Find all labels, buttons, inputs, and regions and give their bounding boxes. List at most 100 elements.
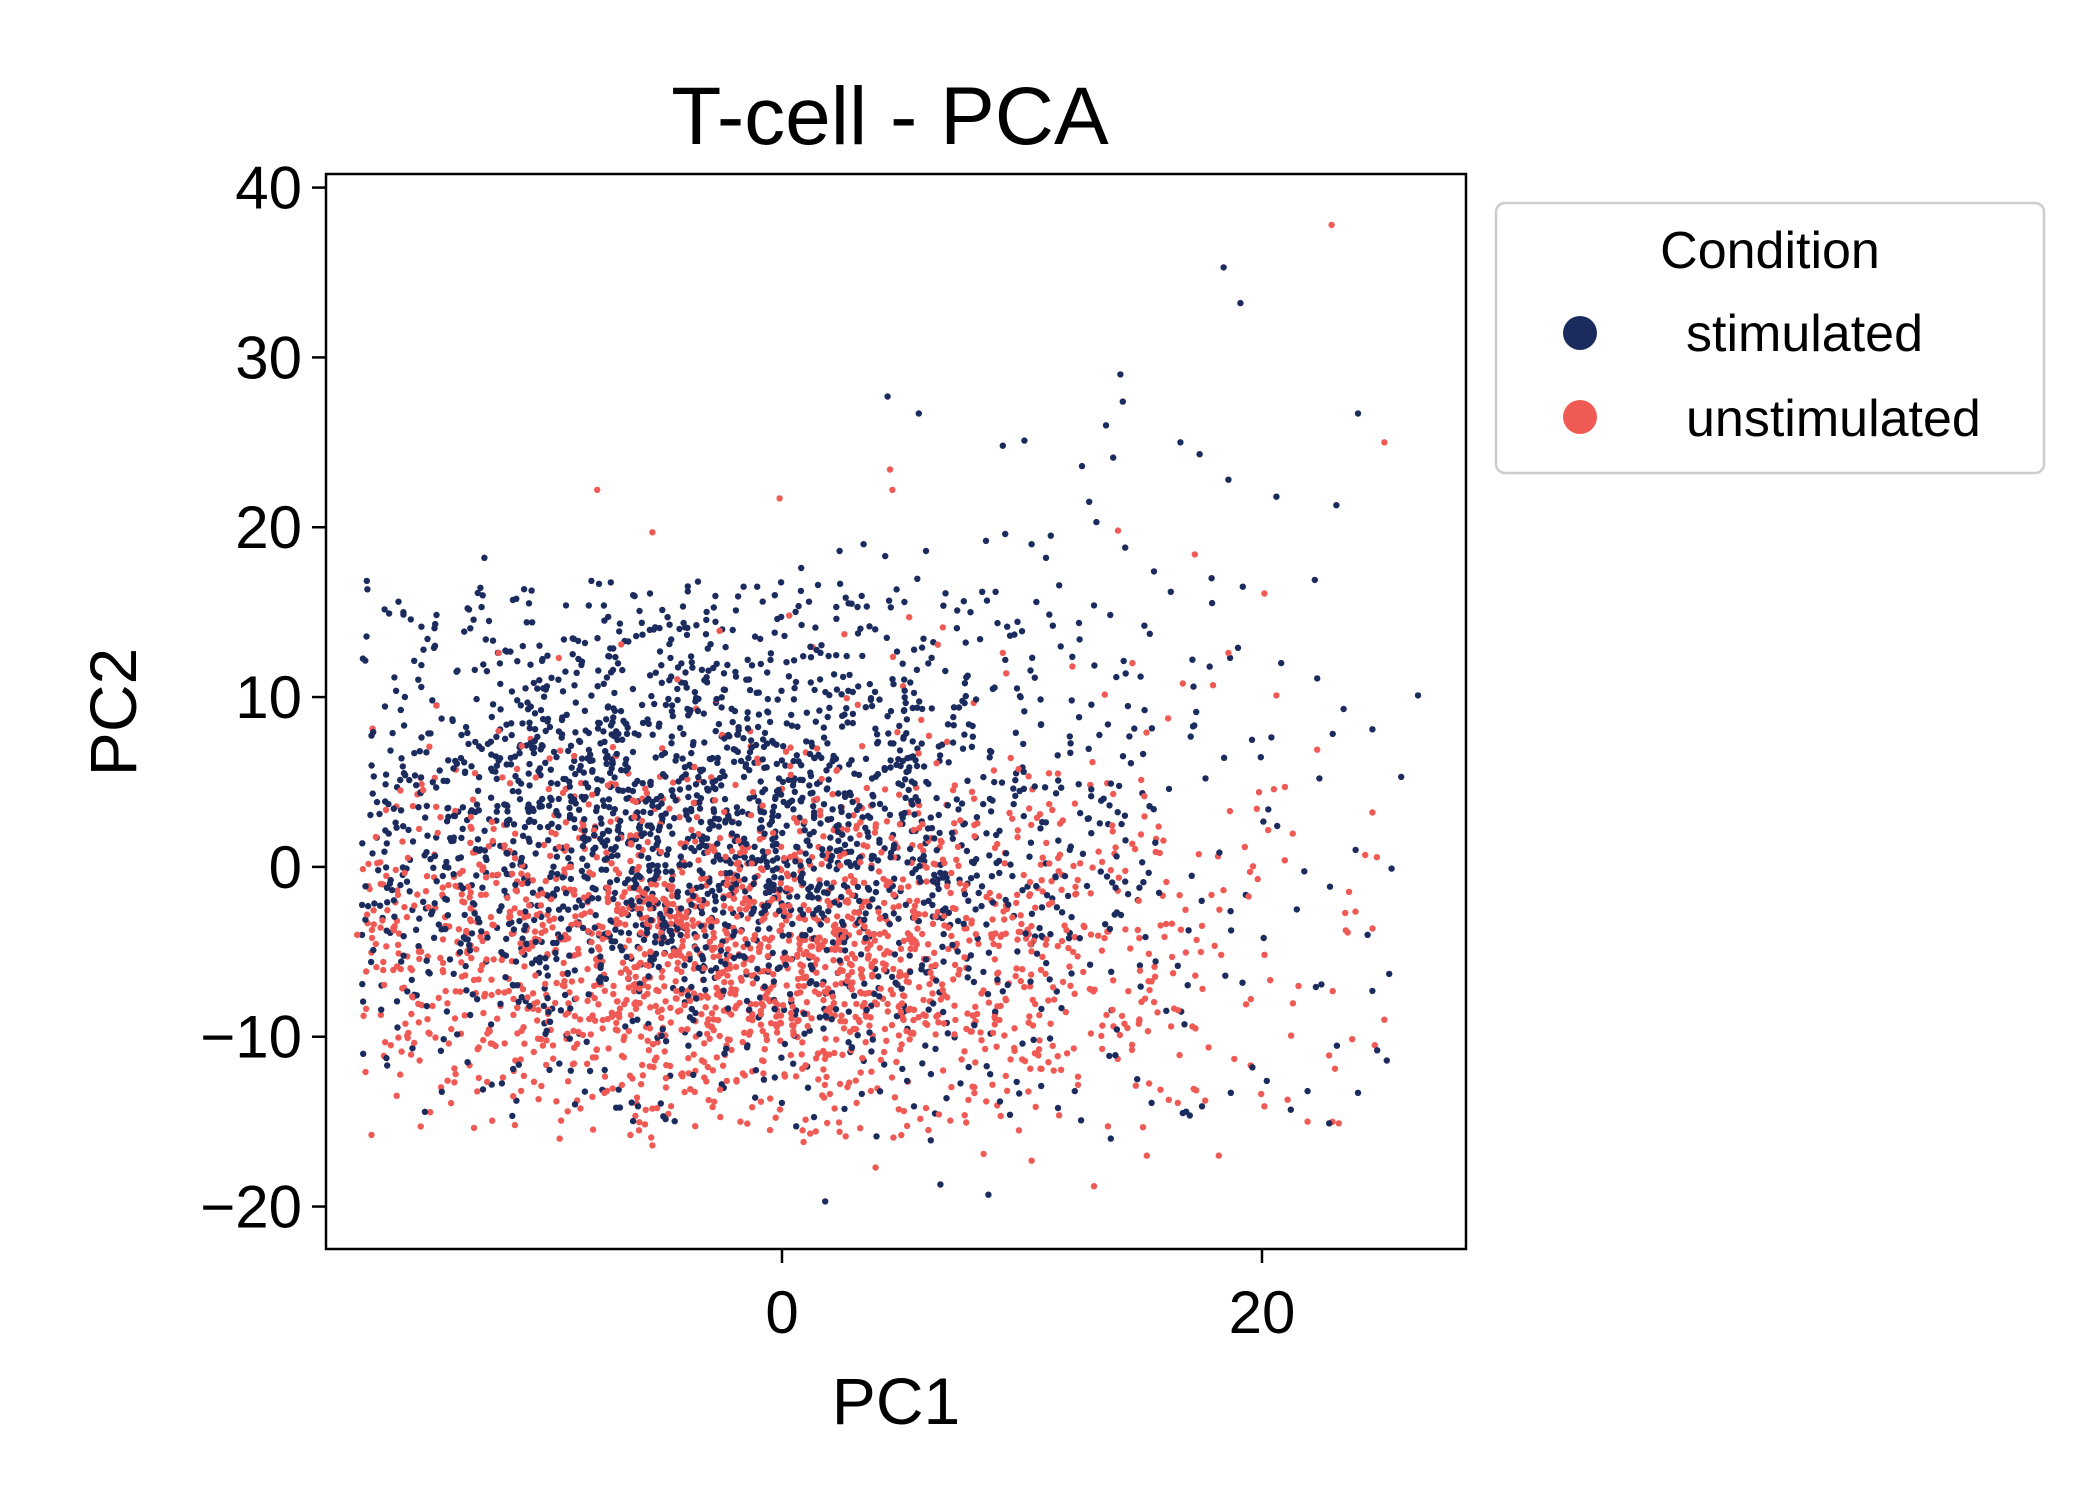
data-point-unstimulated bbox=[1362, 851, 1369, 859]
data-point-unstimulated bbox=[767, 1095, 774, 1102]
data-point-stimulated bbox=[645, 901, 652, 908]
data-point-unstimulated bbox=[489, 921, 496, 928]
data-point-unstimulated bbox=[717, 942, 725, 950]
data-point-unstimulated bbox=[587, 1031, 594, 1038]
data-point-unstimulated bbox=[591, 995, 598, 1002]
data-point-stimulated bbox=[564, 970, 571, 978]
data-point-stimulated bbox=[786, 991, 794, 998]
data-point-unstimulated bbox=[505, 987, 512, 995]
data-point-stimulated bbox=[453, 760, 461, 767]
data-point-unstimulated bbox=[474, 1046, 481, 1053]
data-point-unstimulated bbox=[814, 1050, 822, 1057]
data-point-unstimulated bbox=[1131, 845, 1139, 853]
data-point-stimulated bbox=[935, 885, 942, 893]
data-point-stimulated bbox=[716, 886, 723, 893]
data-point-stimulated bbox=[859, 814, 866, 821]
data-point-stimulated bbox=[510, 838, 517, 845]
data-point-unstimulated bbox=[624, 975, 632, 982]
data-point-unstimulated bbox=[546, 755, 553, 762]
data-point-stimulated bbox=[506, 816, 513, 823]
data-point-unstimulated bbox=[374, 860, 381, 867]
data-point-unstimulated bbox=[654, 1039, 661, 1046]
data-point-stimulated bbox=[881, 805, 888, 812]
data-point-stimulated bbox=[714, 759, 721, 767]
data-point-stimulated bbox=[578, 867, 586, 875]
data-point-unstimulated bbox=[559, 970, 566, 978]
data-point-unstimulated bbox=[368, 926, 376, 934]
data-point-stimulated bbox=[972, 906, 979, 913]
data-point-unstimulated bbox=[1118, 1012, 1126, 1020]
data-point-unstimulated bbox=[1295, 982, 1302, 990]
data-point-unstimulated bbox=[479, 962, 486, 969]
data-point-stimulated bbox=[854, 630, 862, 637]
data-point-stimulated bbox=[619, 736, 626, 743]
data-point-stimulated bbox=[634, 1103, 642, 1110]
data-point-stimulated bbox=[941, 870, 949, 877]
data-point-unstimulated bbox=[518, 880, 526, 888]
data-point-unstimulated bbox=[733, 1076, 740, 1084]
data-point-unstimulated bbox=[711, 797, 719, 804]
data-point-stimulated bbox=[1084, 815, 1091, 822]
data-point-stimulated bbox=[989, 899, 997, 906]
data-point-stimulated bbox=[1148, 725, 1156, 732]
data-point-stimulated bbox=[731, 707, 739, 715]
data-point-stimulated bbox=[553, 955, 560, 963]
data-point-unstimulated bbox=[504, 894, 511, 901]
data-point-stimulated bbox=[367, 958, 375, 966]
data-point-stimulated bbox=[728, 818, 736, 826]
data-point-unstimulated bbox=[1197, 948, 1205, 956]
data-point-unstimulated bbox=[848, 961, 855, 969]
data-point-unstimulated bbox=[564, 1108, 571, 1115]
data-point-stimulated bbox=[527, 703, 534, 710]
data-point-unstimulated bbox=[947, 889, 954, 897]
data-point-unstimulated bbox=[877, 985, 884, 992]
data-point-stimulated bbox=[807, 679, 814, 686]
data-point-stimulated bbox=[545, 906, 552, 914]
data-point-unstimulated bbox=[732, 781, 739, 789]
data-point-unstimulated bbox=[833, 1036, 840, 1043]
data-point-unstimulated bbox=[760, 1002, 767, 1010]
data-point-stimulated bbox=[659, 1026, 666, 1033]
data-point-unstimulated bbox=[910, 826, 917, 834]
data-point-stimulated bbox=[571, 1101, 579, 1108]
data-point-unstimulated bbox=[467, 839, 474, 846]
data-point-unstimulated bbox=[646, 1025, 654, 1032]
data-point-stimulated bbox=[868, 702, 876, 710]
data-point-stimulated bbox=[838, 723, 846, 730]
data-point-stimulated bbox=[581, 707, 589, 714]
data-point-unstimulated bbox=[971, 833, 978, 840]
data-point-stimulated bbox=[771, 1005, 778, 1013]
data-point-stimulated bbox=[1118, 820, 1125, 828]
data-point-stimulated bbox=[586, 1067, 594, 1075]
data-point-unstimulated bbox=[826, 1090, 834, 1098]
data-point-unstimulated bbox=[1127, 945, 1134, 952]
data-point-stimulated bbox=[567, 1005, 574, 1012]
data-point-stimulated bbox=[816, 1014, 823, 1021]
data-point-unstimulated bbox=[1089, 758, 1096, 766]
data-point-unstimulated bbox=[534, 1017, 541, 1024]
data-point-unstimulated bbox=[639, 1072, 647, 1079]
data-point-unstimulated bbox=[868, 1068, 875, 1075]
data-point-unstimulated bbox=[990, 940, 997, 948]
data-point-stimulated bbox=[647, 830, 654, 838]
data-point-unstimulated bbox=[802, 974, 809, 982]
data-point-stimulated bbox=[1257, 754, 1265, 761]
data-point-unstimulated bbox=[404, 854, 412, 862]
data-point-stimulated bbox=[693, 946, 701, 953]
data-point-unstimulated bbox=[881, 1025, 889, 1033]
data-point-stimulated bbox=[1220, 754, 1228, 761]
data-point-unstimulated bbox=[1154, 1009, 1161, 1016]
data-point-unstimulated bbox=[852, 1077, 859, 1084]
legend-marker-stimulated bbox=[1563, 316, 1597, 350]
data-point-stimulated bbox=[936, 829, 943, 837]
data-point-stimulated bbox=[555, 676, 562, 683]
data-point-stimulated bbox=[690, 1016, 697, 1024]
data-point-stimulated bbox=[922, 547, 930, 555]
data-point-stimulated bbox=[913, 762, 921, 770]
data-point-unstimulated bbox=[756, 944, 764, 952]
legend-marker-unstimulated bbox=[1563, 400, 1597, 434]
data-point-unstimulated bbox=[1182, 949, 1190, 956]
data-point-unstimulated bbox=[1080, 922, 1087, 929]
data-point-unstimulated bbox=[1220, 887, 1227, 894]
data-point-stimulated bbox=[567, 742, 575, 749]
